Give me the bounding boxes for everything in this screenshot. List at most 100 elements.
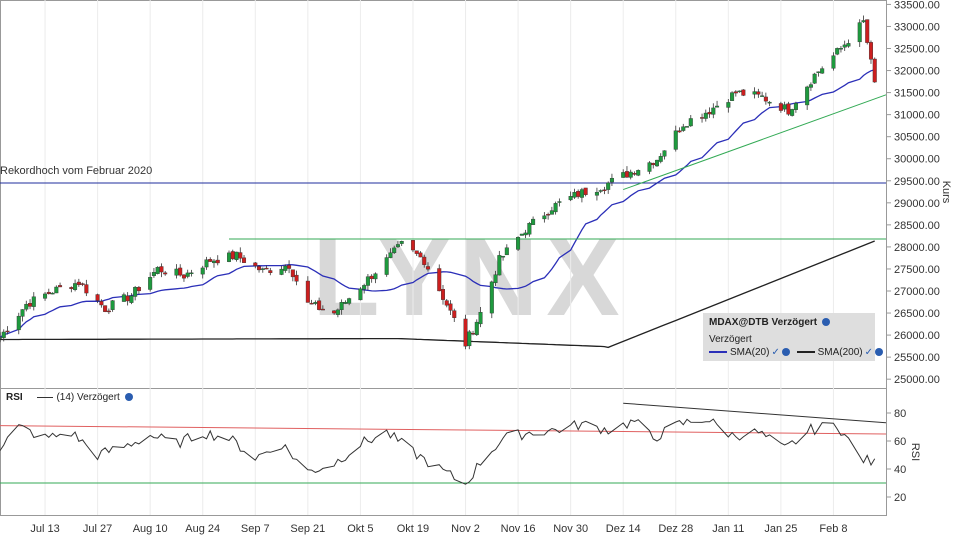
candle-body [5,330,10,333]
info-icon[interactable] [781,348,790,357]
candle-body [320,308,325,311]
candle-body [493,274,498,283]
x-tick-label: Jul 13 [30,523,59,535]
candle-body [838,48,843,50]
candle-body [628,171,633,178]
candle-body [99,301,104,306]
candle-body [474,321,479,335]
legend-title: MDAX@DTB Verzögert [709,317,818,328]
y-tick-label: 29000.00 [894,198,940,210]
candle-body [516,237,521,250]
candle-body [234,251,239,260]
check-icon[interactable]: ✓ [771,347,780,358]
candle-body [110,300,115,310]
candle-body [557,201,562,203]
candle-body [531,218,536,225]
candle-body [422,256,427,265]
candle-body [767,101,772,104]
candle-body [305,280,310,303]
candle-body [373,273,378,280]
candle-body [471,333,476,335]
candle-body [763,96,768,102]
rsi-y-tick-label: 40 [894,464,906,476]
candle-body [358,288,363,301]
candle-body [395,244,400,248]
candle-body [343,301,348,304]
candle-body [414,250,419,254]
legend-subtitle: Verzögert [709,334,752,345]
candle-body [868,42,873,60]
x-tick-label: Jul 27 [83,523,112,535]
check-icon[interactable]: ✓ [864,347,874,358]
candle-body [335,309,340,315]
x-tick-label: Okt 19 [397,523,429,535]
candle-body [842,44,847,48]
candle-body [347,298,352,304]
price-legend: MDAX@DTB Verzögert Verzögert SMA(20) ✓ SM… [703,313,884,361]
candle-body [106,310,111,313]
info-icon[interactable] [821,318,830,327]
candle-body [16,315,21,331]
x-tick-label: Okt 5 [347,523,373,535]
candle-body [290,269,295,278]
y-tick-label: 29500.00 [894,176,940,188]
candle-body [95,294,100,301]
sma200-swatch [796,351,815,354]
candle-body [1,331,6,338]
candle-body [148,277,153,290]
candle-body [0,337,2,339]
candle-body [50,292,55,295]
candle-body [805,86,810,106]
candle-body [700,117,705,119]
candle-body [707,111,712,115]
candle-body [279,268,284,275]
candle-body [741,89,746,96]
rsi-swatch [37,396,54,398]
y-tick-label: 26500.00 [894,308,940,320]
legend-item-sma200[interactable]: SMA(200) ✓ [796,347,884,358]
info-icon[interactable] [124,393,133,402]
candle-body [230,251,235,260]
candle-body [501,255,506,258]
candle-body [294,274,299,282]
rsi-panel [0,388,887,516]
info-icon[interactable] [875,348,884,357]
candle-body [737,90,742,93]
candle-body [444,300,449,306]
candle-body [703,112,708,119]
candle-body [726,102,731,108]
x-tick-label: Dez 14 [606,523,641,535]
candle-body [339,302,344,310]
candle-body [602,189,607,191]
candle-body [211,260,216,264]
trend-line [623,94,887,191]
candle-body [69,287,74,290]
candle-body [808,84,813,88]
candle-body [136,287,141,292]
candle-body [865,19,870,43]
candle-body [163,272,168,275]
candle-body [658,156,663,162]
legend-item-sma20[interactable]: SMA(20) ✓ [709,347,790,358]
candle-body [31,296,36,307]
y-tick-label: 25000.00 [894,374,940,386]
candle-body [215,259,220,264]
x-tick-label: Jan 11 [712,523,744,535]
candle-body [129,295,134,303]
candle-body [238,252,243,259]
candle-body [782,104,787,110]
candle-body [253,262,258,266]
candle-body [362,285,367,290]
candle-body [549,210,554,215]
y-tick-label: 33000.00 [894,21,940,33]
candle-body [831,55,836,69]
y-tick-label: 25500.00 [894,352,940,364]
candle-body [715,105,720,108]
rsi-y-tick-label: 20 [894,492,906,504]
candle-body [181,274,186,279]
candle-body [681,126,686,131]
candle-body [365,276,370,286]
candle-body [688,118,693,127]
candle-body [174,268,179,276]
